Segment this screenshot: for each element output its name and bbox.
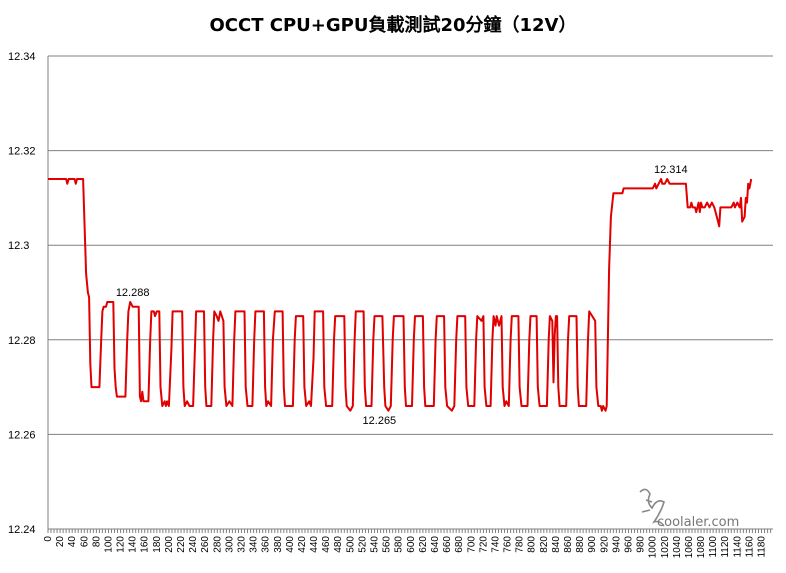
x-tick-label: 420	[297, 536, 308, 553]
x-tick-label: 220	[176, 536, 187, 553]
series-line-0	[48, 178, 753, 412]
x-tick-label: 0	[43, 536, 54, 542]
x-tick-label: 600	[406, 536, 417, 553]
y-axis: 12.24 12.26 12.28 12.3 12.32 12.34	[8, 51, 49, 536]
x-tick-label: 800	[527, 536, 538, 553]
x-tick-label: 1120	[720, 536, 731, 558]
data-label: 12.314	[654, 164, 688, 176]
watermark-text: coolaler.com	[657, 515, 739, 530]
x-tick-label: 280	[212, 536, 223, 553]
x-tick-label: 540	[370, 536, 381, 553]
x-tick-label: 680	[454, 536, 465, 553]
x-tick-label: 80	[91, 536, 102, 548]
annotations: 12.288 12.265 12.314	[116, 164, 688, 427]
x-tick-label: 900	[587, 536, 598, 553]
x-tick-label: 340	[249, 536, 260, 553]
x-tick-label: 240	[188, 536, 199, 553]
x-tick-label: 1060	[684, 536, 695, 559]
x-tick-label: 1180	[757, 536, 768, 558]
x-tick-label: 580	[394, 536, 405, 553]
x-tick-label: 1020	[660, 536, 671, 559]
x-tick-label: 660	[442, 536, 453, 553]
x-tick-label: 980	[636, 536, 647, 553]
x-tick-label: 200	[164, 536, 175, 553]
x-tick-label: 1160	[744, 536, 755, 558]
x-tick-label: 1080	[696, 536, 707, 559]
x-tick-label: 860	[563, 536, 574, 553]
x-tick-label: 380	[273, 536, 284, 553]
x-tick-label: 780	[515, 536, 526, 553]
x-tick-label: 1140	[732, 536, 743, 558]
gridlines	[48, 55, 773, 530]
x-tick-label: 620	[418, 536, 429, 553]
x-tick-label: 760	[503, 536, 514, 553]
series-group	[48, 178, 753, 412]
x-tick-label: 320	[236, 536, 247, 553]
watermark: coolaler.com	[639, 488, 739, 530]
x-tick-label: 140	[128, 536, 139, 553]
x-tick-label: 180	[152, 536, 163, 553]
x-tick-label: 400	[285, 536, 296, 553]
x-axis: 0 20 40 60 80 100 120 140 160 180 200 220 240 260 280 3…	[43, 528, 773, 559]
chart-title: OCCT CPU+GPU負載測試20分鐘（12V）	[210, 14, 577, 36]
x-tick-label: 560	[382, 536, 393, 553]
x-tick-label: 360	[261, 536, 272, 553]
x-tick-label: 160	[140, 536, 151, 553]
x-tick-label: 120	[116, 536, 127, 553]
x-tick-label: 440	[309, 536, 320, 553]
data-label: 12.288	[116, 287, 150, 299]
x-tick-label: 920	[599, 536, 610, 553]
x-tick-label: 460	[321, 536, 332, 553]
x-tick-label: 260	[200, 536, 211, 553]
x-tick-label: 1000	[648, 536, 659, 559]
x-minor-ticks	[47, 529, 772, 533]
x-tick-label: 480	[333, 536, 344, 553]
y-tick-label: 12.28	[8, 335, 36, 347]
y-tick-label: 12.3	[8, 240, 29, 252]
x-tick-label: 520	[357, 536, 368, 553]
y-tick-label: 12.32	[8, 146, 36, 158]
x-tick-label: 820	[539, 536, 550, 553]
x-tick-label: 840	[551, 536, 562, 553]
y-tick-label: 12.24	[8, 524, 36, 536]
x-tick-label: 300	[224, 536, 235, 553]
x-tick-label: 60	[79, 536, 90, 548]
x-tick-label: 740	[490, 536, 501, 553]
y-tick-label: 12.34	[8, 51, 36, 63]
x-tick-label: 640	[430, 536, 441, 553]
x-tick-label: 20	[55, 536, 66, 548]
x-tick-label: 700	[466, 536, 477, 553]
x-tick-label: 100	[103, 536, 114, 553]
x-tick-label: 880	[575, 536, 586, 553]
x-tick-label: 500	[345, 536, 356, 553]
x-tick-label: 720	[478, 536, 489, 553]
x-tick-label: 940	[611, 536, 622, 553]
y-tick-label: 12.26	[8, 429, 36, 441]
x-tick-label: 40	[67, 536, 78, 548]
brush-logo-icon	[639, 488, 665, 527]
data-label: 12.265	[363, 415, 397, 427]
x-tick-label: 960	[623, 536, 634, 553]
x-tick-label: 1040	[672, 536, 683, 559]
x-tick-label: 1100	[708, 536, 719, 558]
